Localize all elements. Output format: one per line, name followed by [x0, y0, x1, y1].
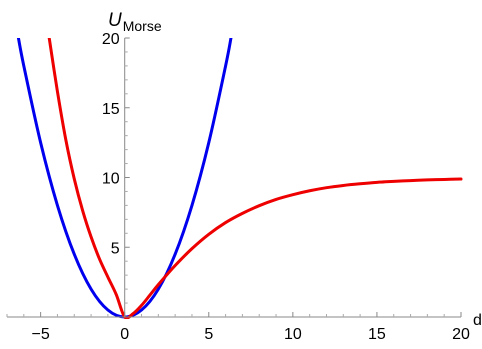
series-line-2 — [47, 38, 463, 319]
plot-lines — [16, 38, 463, 319]
y-tick-label: 15 — [102, 101, 120, 118]
x-axis-label: d — [473, 312, 482, 329]
y-axis-label: UMorse — [108, 10, 162, 34]
x-tick-label: 20 — [452, 326, 470, 343]
x-tick-label: 10 — [284, 326, 302, 343]
x-tick-label: −5 — [32, 326, 50, 343]
x-tick-label: 15 — [368, 326, 386, 343]
x-tick-label: 0 — [120, 326, 129, 343]
y-ticks: 5 10 15 20 — [102, 31, 130, 304]
x-tick-label: 5 — [204, 326, 213, 343]
y-tick-label: 5 — [111, 240, 120, 257]
y-axis-label-subscript: Morse — [123, 18, 162, 34]
x-ticks: −5 0 5 10 15 20 — [6, 312, 470, 343]
y-tick-label: 20 — [102, 31, 120, 48]
y-tick-label: 10 — [102, 171, 120, 188]
y-axis-label-main: U — [108, 10, 122, 31]
